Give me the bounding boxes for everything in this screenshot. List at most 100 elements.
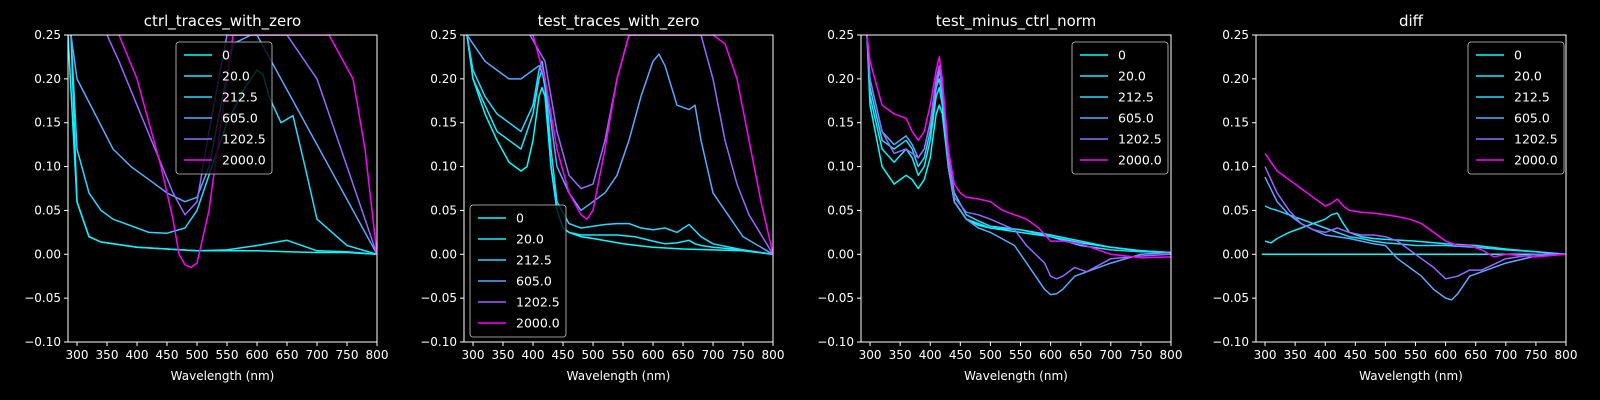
y-tick-label: 0.00 (430, 247, 457, 261)
y-tick-label: 0.15 (430, 116, 457, 130)
x-tick-label: 350 (1284, 348, 1307, 362)
legend-label: 0 (1514, 48, 1522, 63)
chart-title: test_minus_ctrl_norm (936, 12, 1097, 31)
axes-frame (67, 34, 378, 343)
series-line-4 (70, 35, 377, 255)
x-axis-label: Wavelength (nm) (964, 369, 1068, 383)
legend-box (469, 204, 567, 338)
x-tick-label: 500 (1374, 348, 1397, 362)
y-tick-label: 0.10 (1222, 160, 1249, 174)
x-tick-label: 350 (889, 348, 912, 362)
y-tick-label: 0.00 (1222, 247, 1249, 261)
legend-label: 212.5 (1514, 90, 1550, 105)
x-tick-label: 650 (276, 348, 299, 362)
x-tick-label: 400 (919, 348, 942, 362)
chart-title: diff (1399, 12, 1424, 30)
x-tick-label: 400 (1314, 348, 1337, 362)
legend-box (1467, 41, 1565, 175)
y-tick-label: 0.05 (827, 203, 854, 217)
x-tick-label: 350 (96, 348, 119, 362)
chart-panel-4: 300 350 400 450 500 550 600 650 700 750 800 −0.10 −0… (1212, 12, 1577, 383)
chart-panel-3: 300 350 400 450 500 550 600 650 700 750 800 −0.10 −0… (817, 12, 1182, 383)
x-axis-label: Wavelength (nm) (171, 369, 275, 383)
y-tick-label: 0.25 (430, 28, 457, 42)
x-tick-label: 750 (336, 348, 359, 362)
x-tick-label: 800 (1555, 348, 1578, 362)
x-tick-label: 650 (1464, 348, 1487, 362)
x-tick-label: 750 (732, 348, 755, 362)
series-line-2 (70, 35, 377, 256)
x-tick-label: 300 (1254, 348, 1277, 362)
x-tick-label: 550 (216, 348, 239, 362)
legend: 0 20.0 212.5 605.0 1202.5 2000.0 (175, 41, 273, 175)
series-line-6 (866, 35, 1171, 259)
y-tick-label: 0.15 (827, 116, 854, 130)
x-tick-label: 450 (552, 348, 575, 362)
series-line-1 (866, 35, 1171, 254)
x-tick-label: 800 (762, 348, 785, 362)
y-tick-label: 0.00 (34, 247, 61, 261)
y-tick-label: 0.05 (34, 203, 61, 217)
x-tick-label: 650 (672, 348, 695, 362)
legend-label: 212.5 (516, 253, 552, 268)
x-tick-label: 700 (1494, 348, 1517, 362)
axes-frame (1255, 34, 1567, 343)
y-tick-label: 0.15 (34, 116, 61, 130)
legend-label: 20.0 (1514, 69, 1542, 84)
series-line-5 (866, 35, 1171, 280)
x-tick-label: 500 (979, 348, 1002, 362)
y-tick-label: −0.10 (420, 335, 457, 349)
series-line-2 (1264, 212, 1566, 256)
y-tick-label: 0.05 (1222, 203, 1249, 217)
series-line-5 (1264, 166, 1566, 280)
series-line-3 (466, 35, 773, 256)
x-tick-label: 550 (1009, 348, 1032, 362)
series-line-4 (866, 35, 1171, 296)
legend: 0 20.0 212.5 605.0 1202.5 2000.0 (1467, 41, 1565, 175)
x-tick-label: 800 (1160, 348, 1183, 362)
y-tick-label: 0.20 (827, 72, 854, 86)
y-tick-label: 0.05 (430, 203, 457, 217)
chart-panel-1: 300 350 400 450 500 550 600 650 700 750 800 −0.10 −0… (24, 12, 388, 383)
x-tick-label: 450 (156, 348, 179, 362)
x-tick-label: 500 (186, 348, 209, 362)
y-tick-label: 0.10 (827, 160, 854, 174)
series-line-4 (466, 35, 773, 255)
legend-label: 0 (222, 48, 230, 63)
y-tick-label: −0.05 (1212, 291, 1249, 305)
x-tick-label: 700 (1099, 348, 1122, 362)
series-line-6 (1264, 152, 1566, 258)
y-tick-label: 0.10 (430, 160, 457, 174)
x-tick-label: 300 (66, 348, 89, 362)
x-tick-label: 300 (859, 348, 882, 362)
y-tick-label: 0.25 (34, 28, 61, 42)
chart-title: ctrl_traces_with_zero (144, 12, 301, 31)
x-tick-label: 700 (306, 348, 329, 362)
legend-label: 1202.5 (516, 295, 560, 310)
chart-title: test_traces_with_zero (538, 12, 700, 31)
legend: 0 20.0 212.5 605.0 1202.5 2000.0 (469, 204, 567, 338)
x-tick-label: 750 (1524, 348, 1547, 362)
y-tick-label: 0.15 (1222, 116, 1249, 130)
x-axis-label: Wavelength (nm) (567, 369, 671, 383)
y-tick-label: −0.05 (24, 291, 61, 305)
series-line-2 (466, 35, 773, 256)
y-tick-label: −0.05 (817, 291, 854, 305)
x-tick-label: 600 (1434, 348, 1457, 362)
series-line-6 (118, 35, 377, 269)
x-tick-label: 600 (246, 348, 269, 362)
legend-label: 212.5 (222, 90, 258, 105)
y-tick-label: 0.10 (34, 160, 61, 174)
x-tick-label: 750 (1129, 348, 1152, 362)
legend-label: 212.5 (1118, 90, 1154, 105)
legend-box (1071, 41, 1169, 175)
x-tick-label: 550 (1404, 348, 1427, 362)
y-tick-label: −0.10 (24, 335, 61, 349)
legend-label: 605.0 (222, 111, 258, 126)
legend-label: 2000.0 (222, 153, 266, 168)
legend-label: 1202.5 (1118, 132, 1162, 147)
y-tick-label: −0.05 (420, 291, 457, 305)
series-line-2 (866, 35, 1171, 254)
legend-label: 605.0 (1514, 111, 1550, 126)
